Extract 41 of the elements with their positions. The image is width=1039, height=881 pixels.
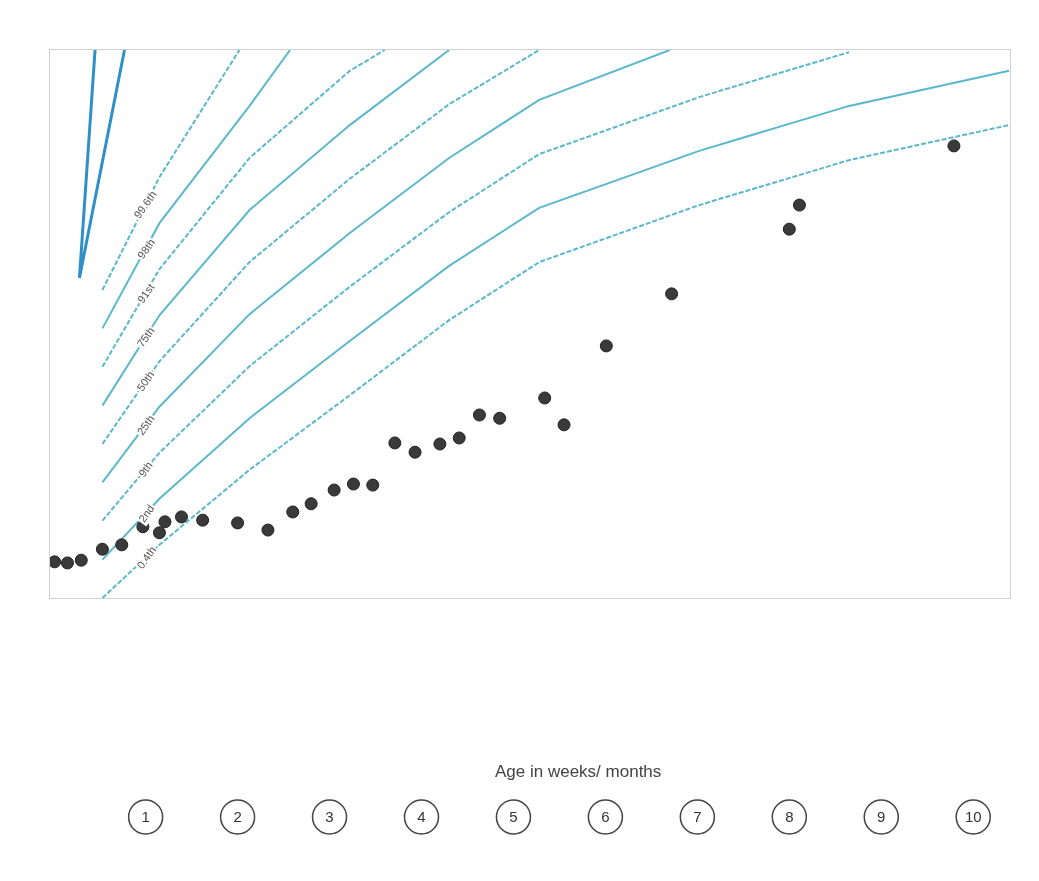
point [158,515,172,529]
point [115,538,129,552]
point [599,339,613,353]
point [152,526,166,540]
point [60,556,74,570]
point [665,287,679,301]
point [95,542,109,556]
point [538,391,552,405]
point [50,555,62,569]
x-tick-label: 9 [877,808,886,825]
point [196,513,210,527]
point [792,198,806,212]
point [231,516,245,530]
x-tick-label: 2 [233,808,242,825]
point [947,139,961,153]
point [74,553,88,567]
x-tick-label: 6 [601,808,610,825]
point [472,408,486,422]
x-axis-title: Age in weeks/ months [495,762,662,781]
point [493,411,507,425]
point [433,437,447,451]
x-tick-label: 3 [325,808,334,825]
point [408,445,422,459]
point [175,510,188,524]
x-tick-label: 4 [417,808,426,825]
point [261,523,275,537]
x-tick-label: 8 [785,808,794,825]
point [286,505,300,519]
x-tick-label: 10 [964,808,982,825]
point [388,436,402,450]
point [327,483,341,497]
point [557,418,571,432]
x-tick-label: 7 [693,808,702,825]
point [304,497,318,511]
text: 9th [136,459,155,479]
x-tick-label: 5 [509,808,518,825]
point [782,222,796,236]
x-tick-label: 1 [141,808,150,825]
point [346,477,360,491]
point [452,431,466,445]
point [366,478,380,492]
